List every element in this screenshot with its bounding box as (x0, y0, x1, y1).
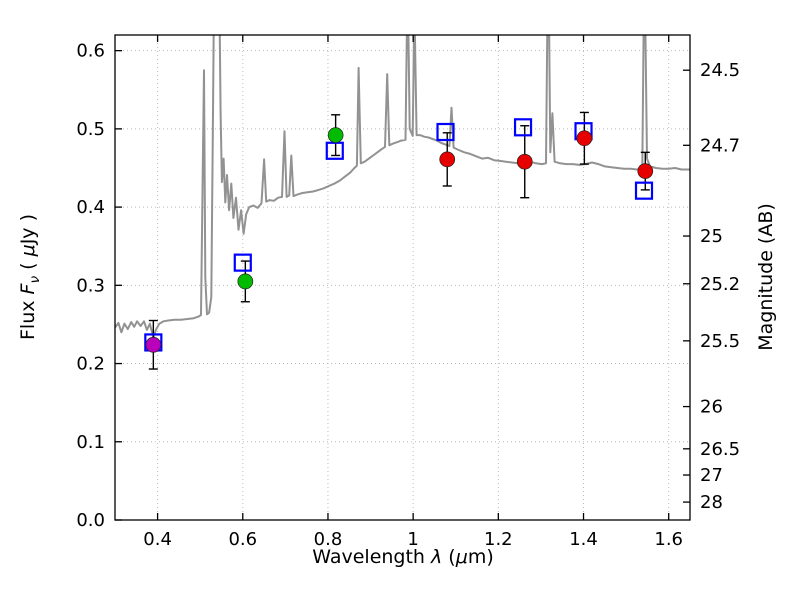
observed-magenta-markers (145, 336, 162, 353)
flux-tick-label: 0.6 (76, 41, 105, 62)
observed-green-markers (237, 127, 344, 290)
x-tick-label: 1.6 (654, 529, 683, 550)
magnitude-tick-label: 26.5 (700, 439, 740, 460)
x-tick-label: 0.8 (314, 529, 343, 550)
error-bars (148, 111, 650, 370)
observed-red-markers (439, 130, 654, 179)
x-axis-label: Wavelength λ (μm) (312, 546, 494, 568)
observed-red-point (576, 130, 593, 147)
magnitude-tick-label: 25.2 (700, 274, 740, 295)
tick-labels: 0.4 0.6 0.8 1 1.2 1.4 1.6 0.0 0.1 0.2 0.3 0.4 0.5 0.6… (76, 41, 740, 550)
flux-tick-label: 0.2 (76, 354, 105, 375)
model-photometry-square (634, 181, 654, 200)
plot-frame (114, 34, 691, 521)
magnitude-tick-label: 24.5 (700, 60, 740, 81)
observed-green-point (237, 273, 254, 290)
x-tick-label: 1 (407, 529, 418, 550)
axis-ticks (115, 35, 690, 521)
x-tick-label: 1.2 (484, 529, 513, 550)
flux-tick-label: 0.1 (76, 432, 105, 453)
flux-tick-label: 0.3 (76, 275, 105, 296)
flux-tick-label: 0.0 (76, 510, 105, 531)
observed-red-point (516, 153, 533, 170)
observed-red-point (637, 163, 654, 179)
observed-green-point (327, 127, 344, 143)
magnitude-tick-label: 25.5 (700, 331, 740, 352)
x-tick-label: 0.4 (143, 529, 172, 550)
magnitude-tick-label: 24.7 (700, 135, 740, 156)
x-tick-label: 0.6 (228, 529, 257, 550)
model-photometry-square (233, 253, 252, 272)
magnitude-tick-label: 28 (700, 492, 723, 513)
model-spectrum-line (115, 35, 690, 339)
magnitude-tick-label: 25 (700, 226, 723, 247)
observed-magenta-point (145, 336, 162, 353)
model-photometry-square (325, 141, 344, 160)
magnitude-tick-label: 27 (700, 465, 723, 486)
flux-tick-label: 0.5 (76, 119, 105, 140)
y-axis-label-right: Magnitude (AB) (755, 203, 777, 351)
y-axis-label-left: Flux Fν ( μJy ) (17, 213, 43, 341)
model-photometry-square (436, 122, 455, 142)
model-photometry-square (513, 118, 533, 137)
magnitude-tick-label: 26 (700, 397, 723, 418)
x-tick-label: 1.4 (569, 529, 598, 550)
flux-tick-label: 0.4 (76, 197, 105, 218)
observed-red-point (439, 151, 456, 168)
